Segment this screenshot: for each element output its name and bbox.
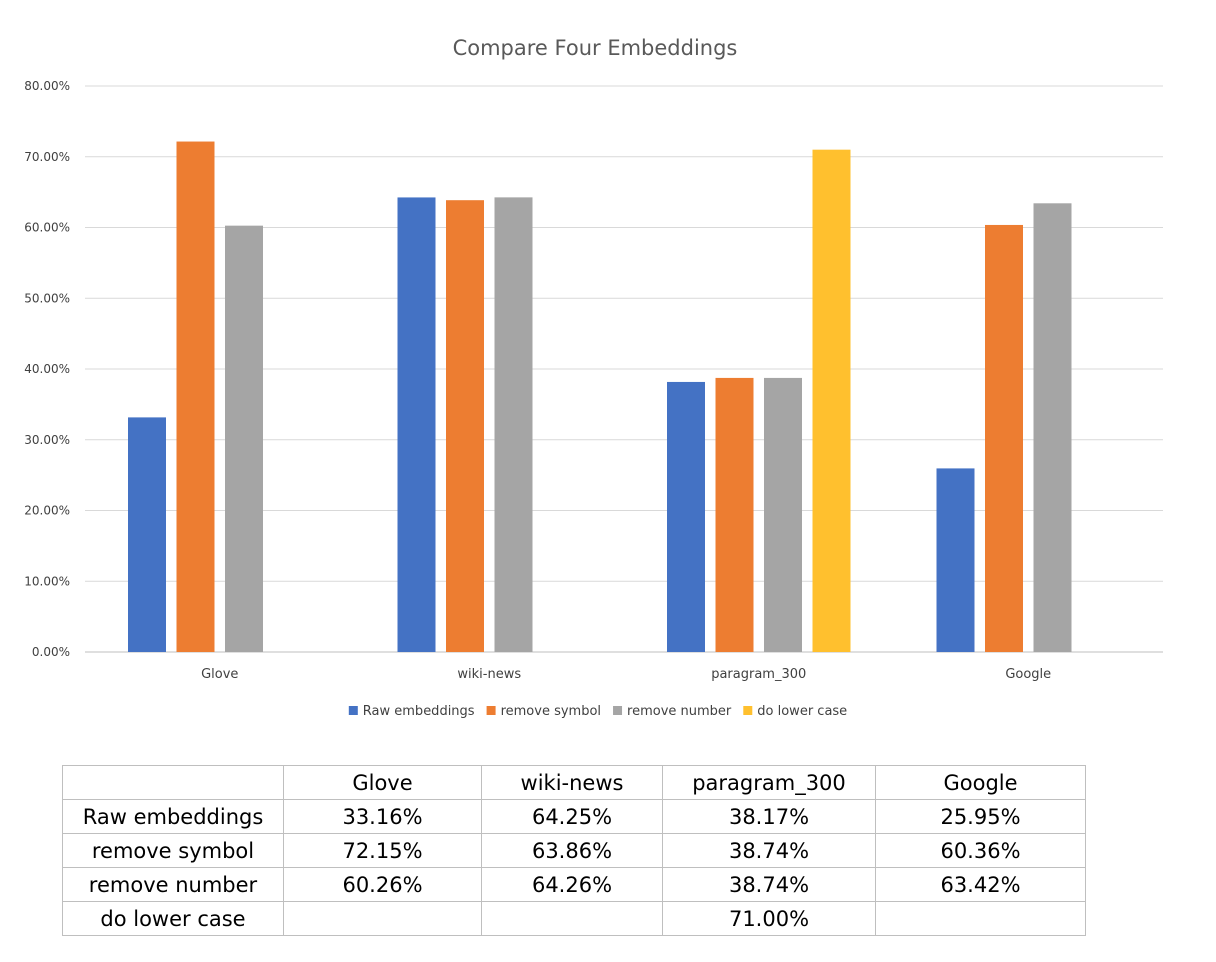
legend-item: remove symbol — [486, 704, 601, 719]
table-cell: 38.74% — [662, 833, 876, 868]
table-cell: 63.86% — [481, 833, 663, 868]
chart-title: Compare Four Embeddings — [453, 36, 738, 60]
table-cell: 38.17% — [662, 799, 876, 834]
table-cell: 72.15% — [283, 833, 482, 868]
table-cell: 60.36% — [875, 833, 1086, 868]
bar-remove-symbol-wiki-news — [446, 200, 484, 653]
table-row-label: Raw embeddings — [62, 799, 284, 834]
bar-remove-number-wiki-news — [494, 197, 533, 652]
table-header-cell: Google — [875, 765, 1086, 800]
table-cell — [875, 901, 1086, 936]
legend-label: do lower case — [757, 704, 847, 719]
y-tick-label: 80.00% — [24, 79, 70, 93]
bar-remove-symbol-google — [985, 224, 1023, 652]
table-header-row: Glove wiki-news paragram_300 Google — [62, 765, 1086, 800]
bar-chart: Compare Four Embeddings 0.00% 10.00% 20.00… — [24, 36, 1163, 719]
y-tick-label: 0.00% — [32, 645, 70, 659]
y-tick-label: 10.00% — [24, 574, 70, 588]
table-cell: 63.42% — [875, 867, 1086, 902]
legend-item: Raw embeddings — [348, 704, 475, 719]
gridlines — [85, 85, 1163, 653]
table-row-label: remove number — [62, 867, 284, 902]
bars — [128, 141, 1072, 653]
x-category-label: wiki-news — [457, 667, 521, 682]
legend-item: do lower case — [743, 704, 847, 719]
bar-raw-embeddings-google — [936, 468, 975, 652]
table-cell: 25.95% — [875, 799, 1086, 834]
table-header-cell: Glove — [283, 765, 482, 800]
bar-raw-embeddings-glove — [128, 417, 166, 652]
legend: Raw embeddings remove symbol remove number… — [348, 704, 847, 719]
y-tick-label: 70.00% — [24, 150, 70, 164]
legend-label: remove number — [627, 704, 732, 719]
x-axis-categories: Glove wiki-news paragram_300 Google — [201, 667, 1051, 682]
table-cell — [481, 901, 663, 936]
legend-item: remove number — [613, 704, 732, 719]
bar-remove-number-paragram_300 — [764, 377, 802, 652]
table-header-cell: paragram_300 — [662, 765, 876, 800]
bar-remove-number-glove — [225, 225, 263, 652]
y-tick-label: 20.00% — [24, 504, 70, 518]
y-tick-label: 30.00% — [24, 433, 70, 447]
legend-swatch — [348, 706, 358, 715]
legend-swatch — [486, 706, 496, 715]
x-category-label: Glove — [201, 667, 238, 682]
table-cell: 64.26% — [481, 867, 663, 902]
table-cell — [283, 901, 482, 936]
table-row: Raw embeddings 33.16% 64.25% 38.17% 25.9… — [62, 799, 1086, 834]
table-cell: 64.25% — [481, 799, 663, 834]
data-table: Glove wiki-news paragram_300 Google Raw … — [62, 765, 1086, 936]
x-category-label: Google — [1005, 667, 1051, 682]
y-tick-label: 60.00% — [24, 221, 70, 235]
legend-swatch — [743, 706, 753, 715]
bar-remove-symbol-paragram_300 — [715, 377, 754, 652]
bar-remove-number-google — [1033, 203, 1072, 652]
table-row: do lower case 71.00% — [62, 901, 1086, 936]
bar-remove-symbol-glove — [176, 141, 215, 652]
table-cell: 33.16% — [283, 799, 482, 834]
table-header-cell: wiki-news — [481, 765, 663, 800]
legend-swatch — [613, 706, 623, 715]
table-row-label: do lower case — [62, 901, 284, 936]
table-cell: 38.74% — [662, 867, 876, 902]
legend-label: remove symbol — [501, 704, 601, 719]
y-axis-ticks: 0.00% 10.00% 20.00% 30.00% 40.00% 50.00% 60.00… — [24, 79, 70, 659]
legend-label: Raw embeddings — [363, 704, 475, 719]
bar-raw-embeddings-paragram_300 — [667, 381, 705, 652]
y-tick-label: 40.00% — [24, 362, 70, 376]
table-cell: 60.26% — [283, 867, 482, 902]
table-header-cell — [62, 765, 284, 800]
x-category-label: paragram_300 — [711, 667, 806, 682]
table-row: remove symbol 72.15% 63.86% 38.74% 60.36… — [62, 833, 1086, 868]
bar-do-lower-case-paragram_300 — [812, 149, 851, 653]
table-cell: 71.00% — [662, 901, 876, 936]
table-row-label: remove symbol — [62, 833, 284, 868]
bar-raw-embeddings-wiki-news — [397, 197, 436, 652]
table-row: remove number 60.26% 64.26% 38.74% 63.42… — [62, 867, 1086, 902]
y-tick-label: 50.00% — [24, 291, 70, 305]
